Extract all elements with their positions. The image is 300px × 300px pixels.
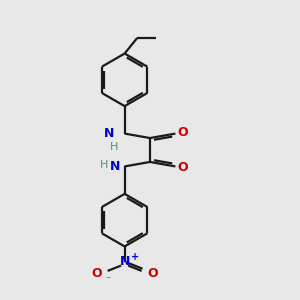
- Text: O: O: [148, 267, 158, 280]
- Text: O: O: [178, 160, 188, 173]
- Text: H: H: [110, 142, 118, 152]
- Text: N: N: [119, 256, 130, 268]
- Text: O: O: [178, 127, 188, 140]
- Text: ⁻: ⁻: [105, 275, 110, 285]
- Text: O: O: [91, 267, 102, 280]
- Text: +: +: [131, 252, 139, 262]
- Text: N: N: [104, 127, 114, 140]
- Text: N: N: [110, 160, 120, 173]
- Text: H: H: [100, 160, 108, 170]
